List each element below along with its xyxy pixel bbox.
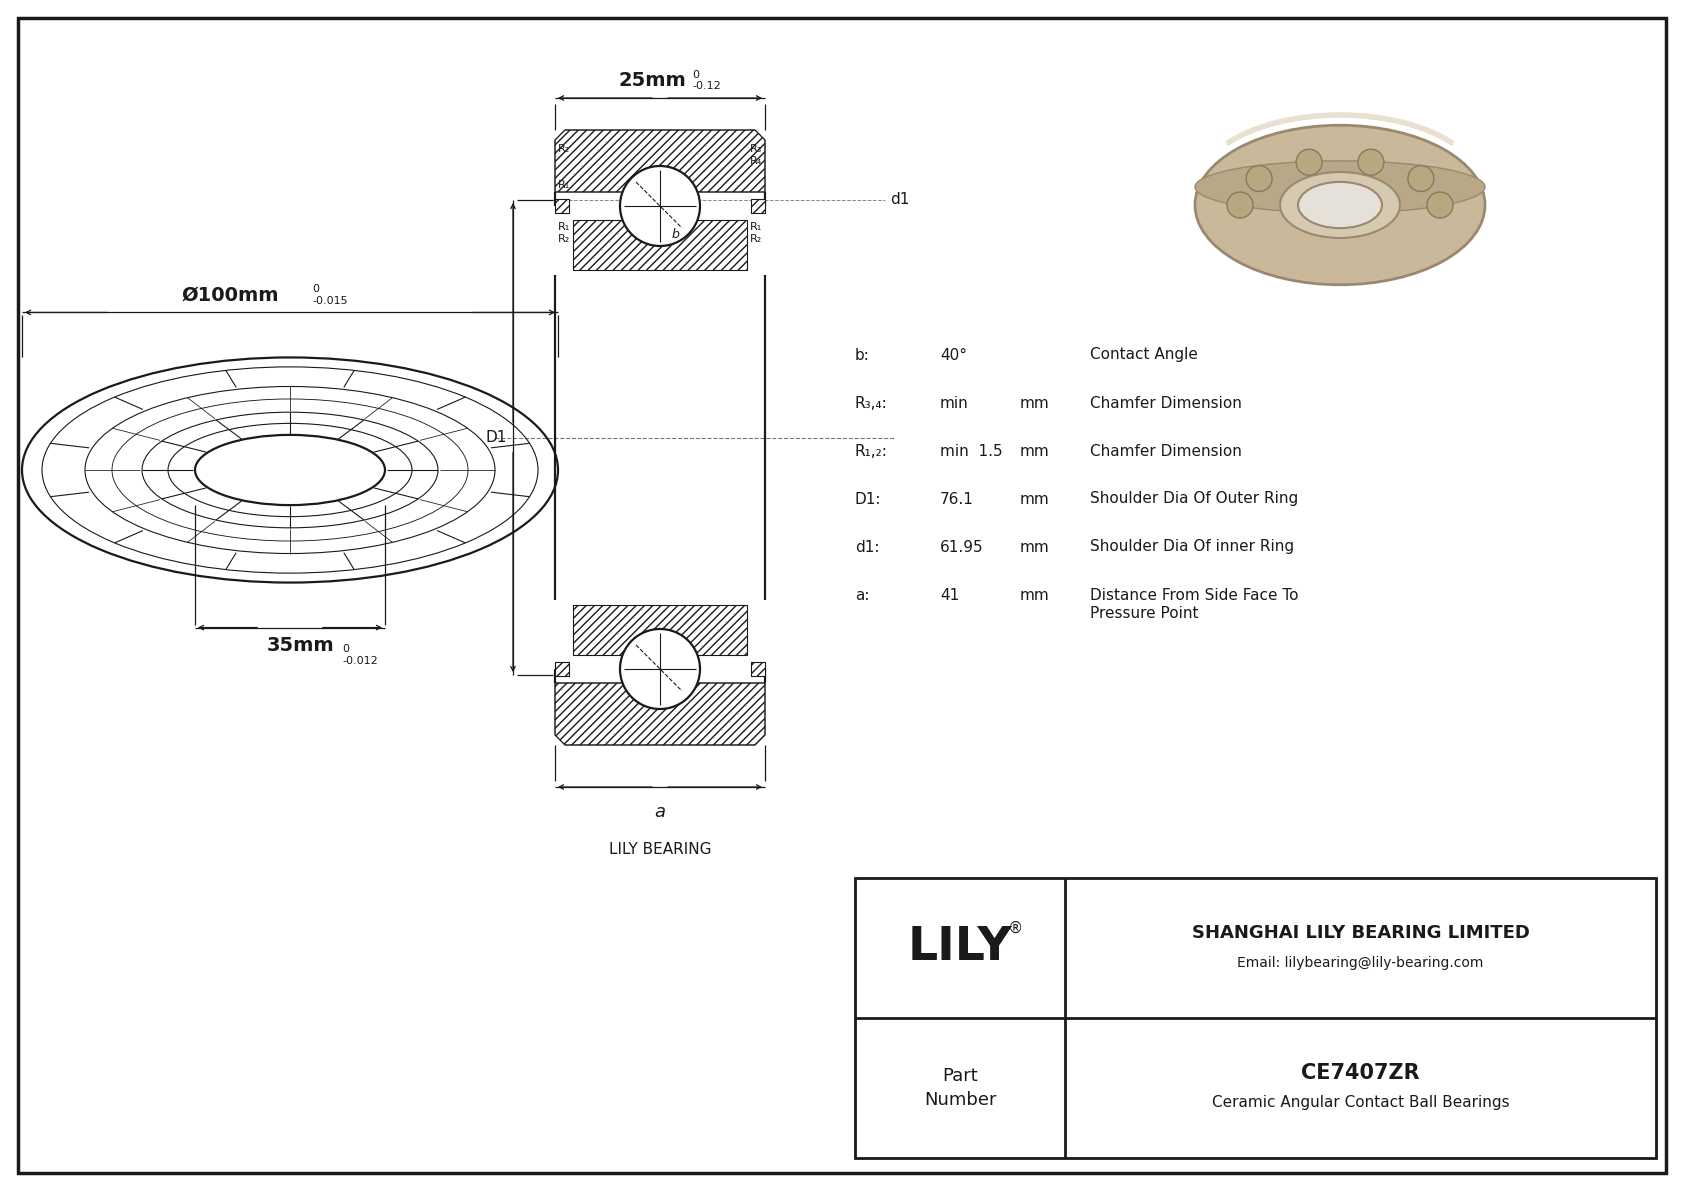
Text: mm: mm <box>1021 587 1049 603</box>
Polygon shape <box>556 130 765 192</box>
Text: CE7407ZR: CE7407ZR <box>1302 1064 1420 1083</box>
Text: Ø100mm: Ø100mm <box>182 286 280 305</box>
Circle shape <box>620 629 701 709</box>
Text: R₂: R₂ <box>557 233 571 244</box>
Text: -0.12: -0.12 <box>692 81 721 91</box>
Text: 76.1: 76.1 <box>940 492 973 506</box>
Text: R₁: R₁ <box>557 222 571 232</box>
Text: D1: D1 <box>485 430 507 445</box>
Polygon shape <box>556 662 569 676</box>
Circle shape <box>1297 149 1322 175</box>
Text: Email: lilybearing@lily-bearing.com: Email: lilybearing@lily-bearing.com <box>1238 956 1484 969</box>
Circle shape <box>1246 166 1271 192</box>
Text: R₄: R₄ <box>749 156 761 166</box>
Text: SHANGHAI LILY BEARING LIMITED: SHANGHAI LILY BEARING LIMITED <box>1192 924 1529 942</box>
Text: Chamfer Dimension: Chamfer Dimension <box>1090 443 1241 459</box>
Text: Contact Angle: Contact Angle <box>1090 348 1197 362</box>
Text: R₂: R₂ <box>749 233 761 244</box>
Circle shape <box>1426 192 1453 218</box>
Text: -0.012: -0.012 <box>342 655 377 666</box>
Polygon shape <box>751 199 765 213</box>
Text: 41: 41 <box>940 587 960 603</box>
Circle shape <box>620 166 701 247</box>
Text: R₃,₄:: R₃,₄: <box>855 395 887 411</box>
Text: d1:: d1: <box>855 540 879 555</box>
Text: min  1.5: min 1.5 <box>940 443 1002 459</box>
Text: 0: 0 <box>692 70 699 80</box>
Text: LILY BEARING: LILY BEARING <box>608 842 711 858</box>
Text: R₁: R₁ <box>557 180 571 191</box>
Polygon shape <box>556 199 569 213</box>
Text: mm: mm <box>1021 492 1049 506</box>
Text: R₁,₂:: R₁,₂: <box>855 443 887 459</box>
Bar <box>855 878 1655 1158</box>
Text: d1: d1 <box>891 193 909 207</box>
Text: ®: ® <box>1007 921 1022 935</box>
Text: mm: mm <box>1021 443 1049 459</box>
Text: 0: 0 <box>312 285 318 294</box>
Text: b:: b: <box>855 348 871 362</box>
Text: Ceramic Angular Contact Ball Bearings: Ceramic Angular Contact Ball Bearings <box>1212 1096 1509 1110</box>
Polygon shape <box>751 662 765 676</box>
Text: 35mm: 35mm <box>266 636 333 655</box>
Polygon shape <box>573 220 748 270</box>
Text: R₂: R₂ <box>557 144 571 154</box>
Text: mm: mm <box>1021 540 1049 555</box>
Text: Pressure Point: Pressure Point <box>1090 605 1199 621</box>
Text: Shoulder Dia Of Outer Ring: Shoulder Dia Of Outer Ring <box>1090 492 1298 506</box>
Text: 61.95: 61.95 <box>940 540 983 555</box>
Polygon shape <box>556 682 765 746</box>
Text: LILY: LILY <box>908 925 1012 971</box>
Ellipse shape <box>1196 125 1485 285</box>
Text: -0.015: -0.015 <box>312 297 347 306</box>
Text: Part
Number: Part Number <box>925 1067 997 1109</box>
Text: a:: a: <box>855 587 869 603</box>
Text: min: min <box>940 395 968 411</box>
Text: a: a <box>655 803 665 821</box>
Text: R₁: R₁ <box>749 222 761 232</box>
Text: 0: 0 <box>342 643 349 654</box>
Text: D1:: D1: <box>855 492 881 506</box>
Ellipse shape <box>1298 182 1383 229</box>
Text: Distance From Side Face To: Distance From Side Face To <box>1090 587 1298 603</box>
Text: Chamfer Dimension: Chamfer Dimension <box>1090 395 1241 411</box>
Text: mm: mm <box>1021 395 1049 411</box>
Text: R₃: R₃ <box>749 144 761 154</box>
Circle shape <box>1408 166 1433 192</box>
Text: 40°: 40° <box>940 348 967 362</box>
Text: Shoulder Dia Of inner Ring: Shoulder Dia Of inner Ring <box>1090 540 1293 555</box>
Polygon shape <box>573 605 748 655</box>
Text: b: b <box>672 227 680 241</box>
Ellipse shape <box>1280 172 1399 238</box>
Circle shape <box>1228 192 1253 218</box>
Circle shape <box>1357 149 1384 175</box>
Text: 25mm: 25mm <box>618 71 685 91</box>
Ellipse shape <box>1196 161 1485 213</box>
